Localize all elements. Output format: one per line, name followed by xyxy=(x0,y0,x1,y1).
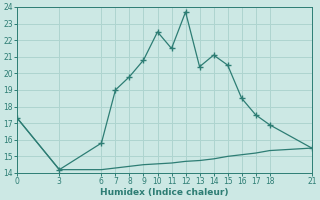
X-axis label: Humidex (Indice chaleur): Humidex (Indice chaleur) xyxy=(100,188,229,197)
